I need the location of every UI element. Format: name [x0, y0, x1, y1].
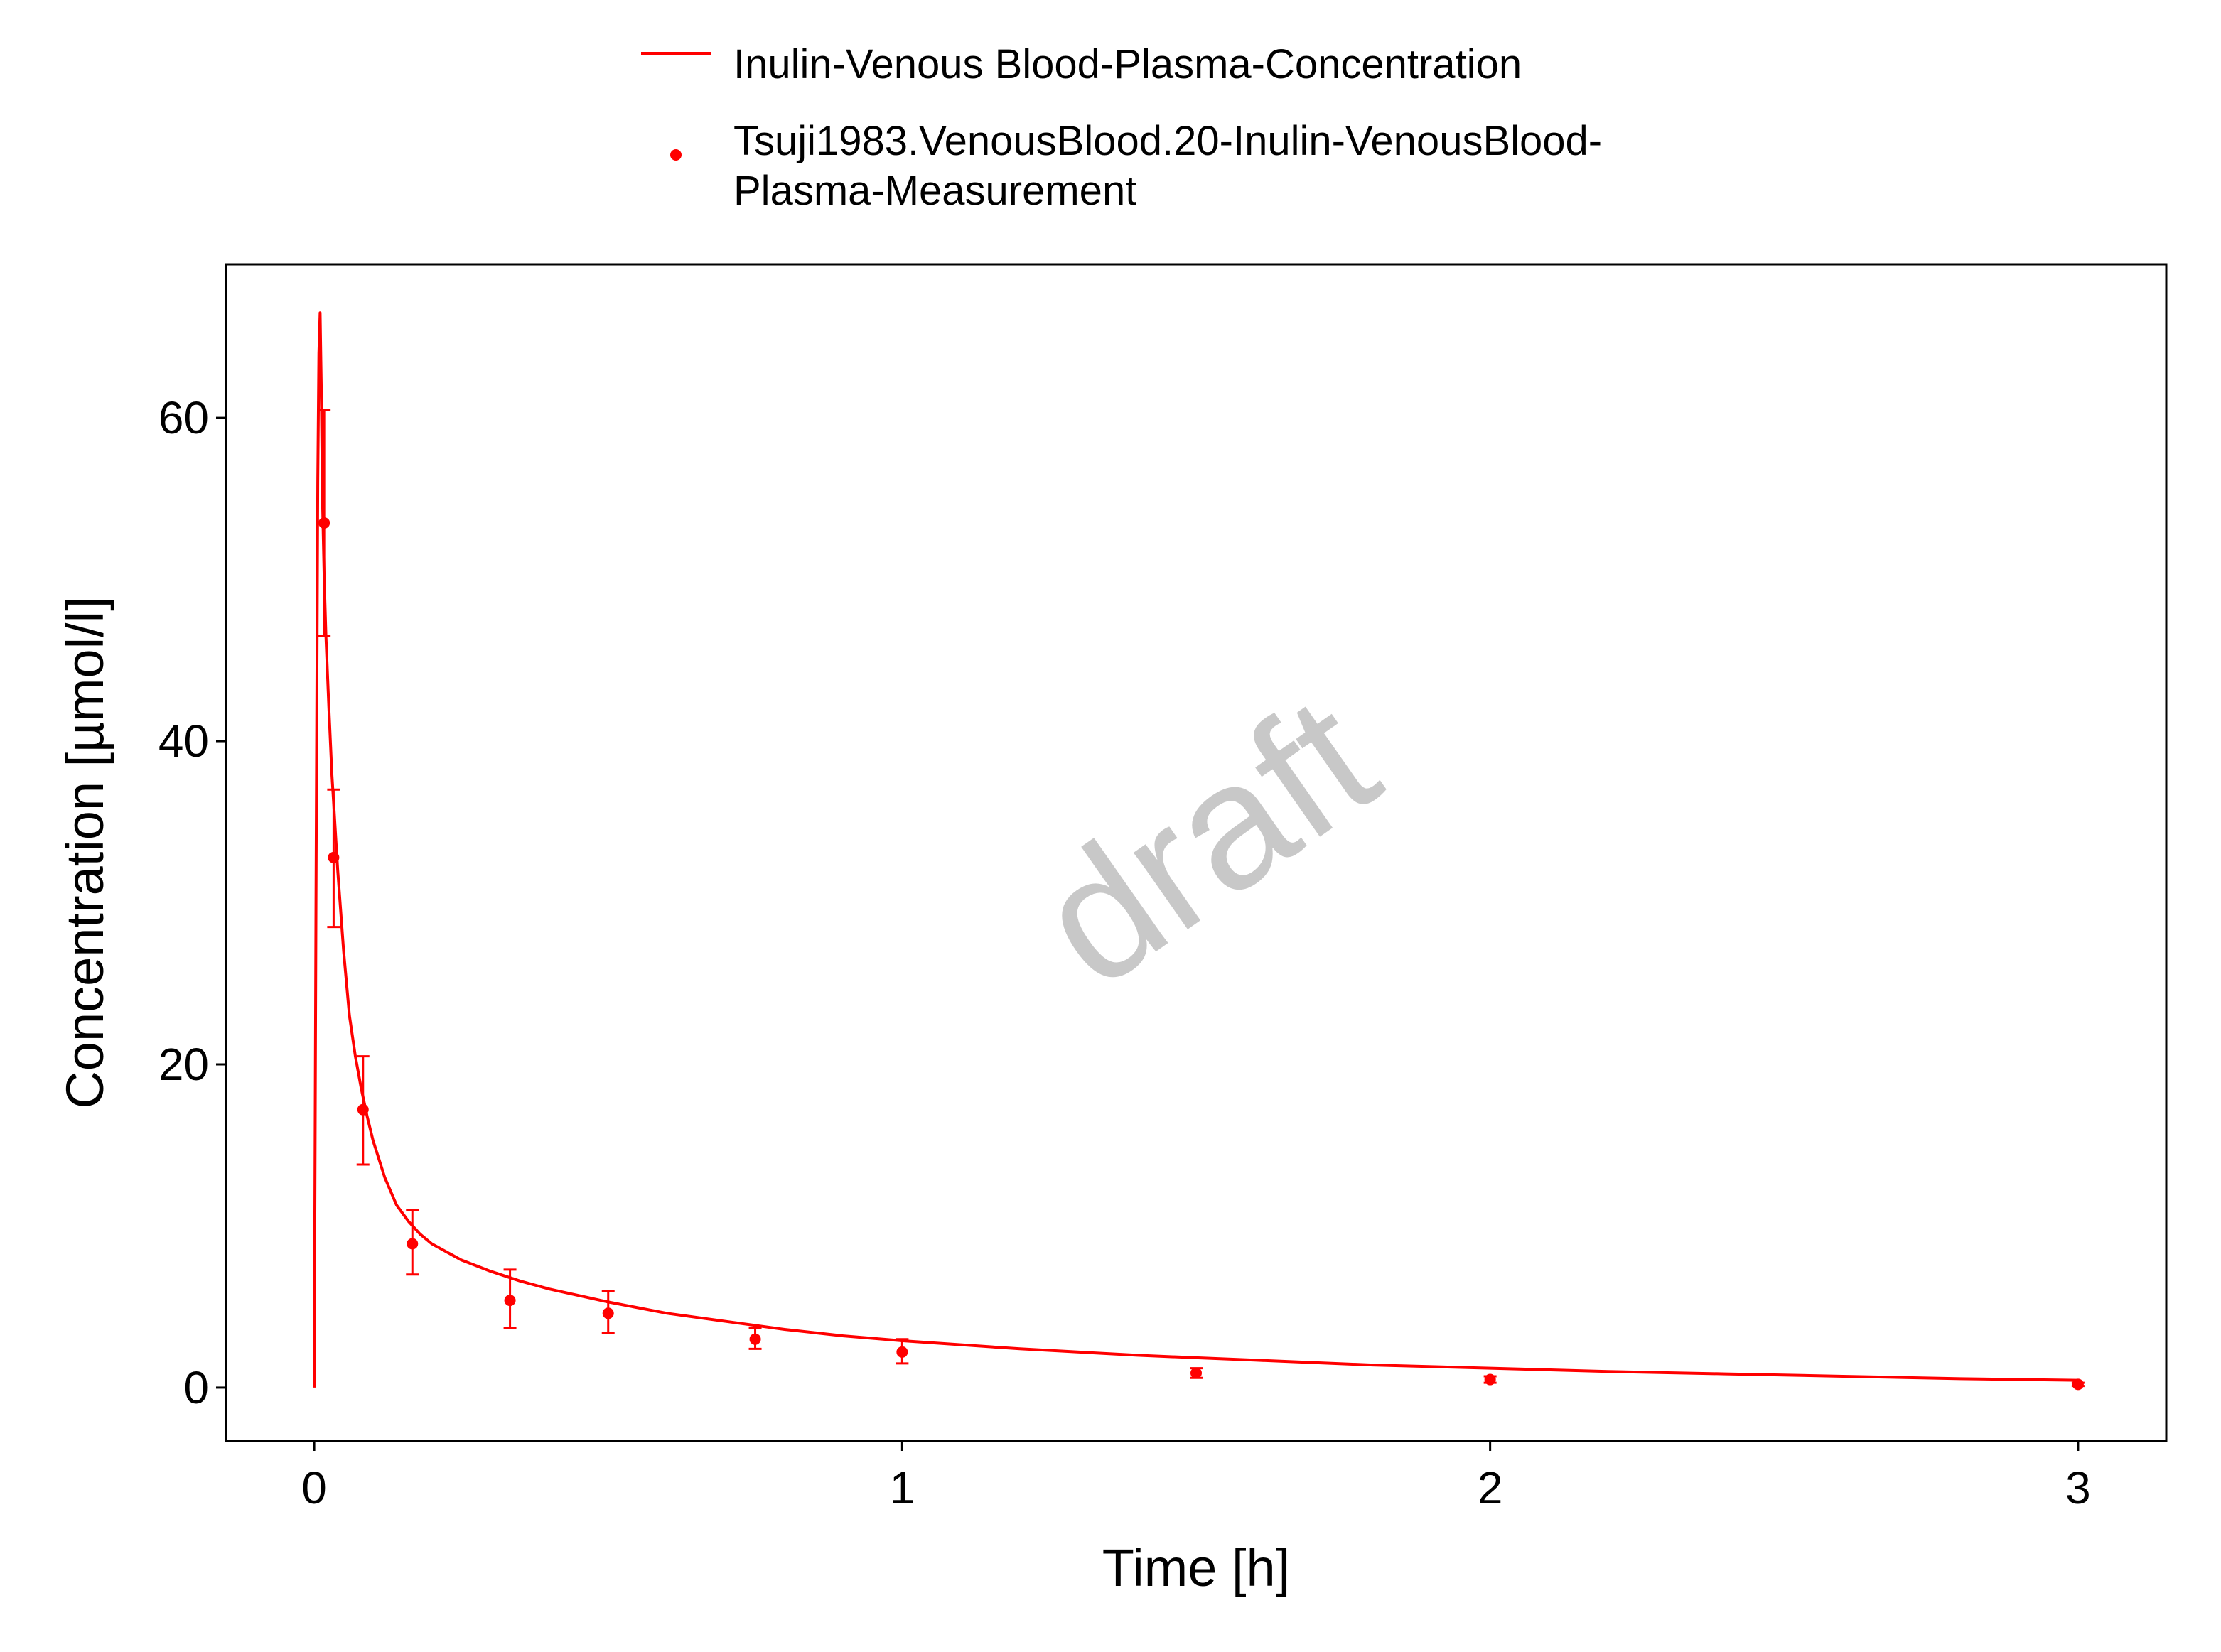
data-point	[748, 1327, 762, 1350]
legend-point-swatch	[670, 149, 682, 161]
data-point-marker	[357, 1103, 369, 1116]
y-axis-title: Concentration [µmol/l]	[55, 596, 114, 1108]
legend-label-point-series-line-2: Plasma-Measurement	[733, 168, 1136, 214]
x-tick-label: 2	[1478, 1462, 1503, 1513]
data-point-marker	[407, 1238, 419, 1250]
y-tick-label: 60	[158, 392, 209, 443]
legend-label-point-series: Tsuji1983.VenousBlood.20-Inulin-VenousBl…	[733, 118, 1613, 214]
data-point-marker	[1484, 1373, 1496, 1386]
data-point-marker	[328, 851, 340, 863]
data-point	[2071, 1378, 2085, 1391]
data-point-marker	[749, 1333, 761, 1345]
x-tick-label: 1	[890, 1462, 915, 1513]
plot-frame	[225, 263, 2168, 1442]
data-point	[601, 1289, 615, 1334]
measurement-points	[318, 409, 2085, 1391]
data-point	[896, 1338, 909, 1365]
data-point	[503, 1268, 517, 1329]
data-point-marker	[1190, 1367, 1202, 1379]
data-point-marker	[2072, 1378, 2084, 1391]
legend-label-point-series-line-1: Tsuji1983.VenousBlood.20-Inulin-VenousBl…	[733, 118, 1602, 164]
legend: Inulin-Venous Blood-Plasma-Concentration…	[641, 41, 1613, 214]
watermark-text: draft	[1004, 658, 1409, 1024]
x-axis-title: Time [h]	[1102, 1538, 1291, 1597]
data-point-marker	[602, 1307, 614, 1319]
data-point	[318, 409, 331, 637]
y-tick-label: 40	[158, 716, 209, 767]
x-tick-label: 0	[301, 1462, 327, 1513]
data-point	[327, 788, 340, 929]
data-point-marker	[896, 1346, 908, 1358]
x-axis-ticks: 0 1 2 3	[301, 1441, 2091, 1513]
data-point	[1483, 1373, 1497, 1386]
y-tick-label: 20	[158, 1039, 209, 1090]
legend-label-line-series: Inulin-Venous Blood-Plasma-Concentration	[733, 41, 1522, 87]
y-tick-label: 0	[183, 1362, 209, 1413]
data-point-marker	[318, 517, 330, 529]
x-tick-label: 3	[2065, 1462, 2091, 1513]
data-point	[406, 1209, 419, 1276]
data-point	[356, 1055, 370, 1166]
data-point	[1190, 1367, 1203, 1379]
y-axis-ticks: 0 20 40 60	[158, 392, 226, 1413]
data-point-marker	[504, 1295, 516, 1307]
